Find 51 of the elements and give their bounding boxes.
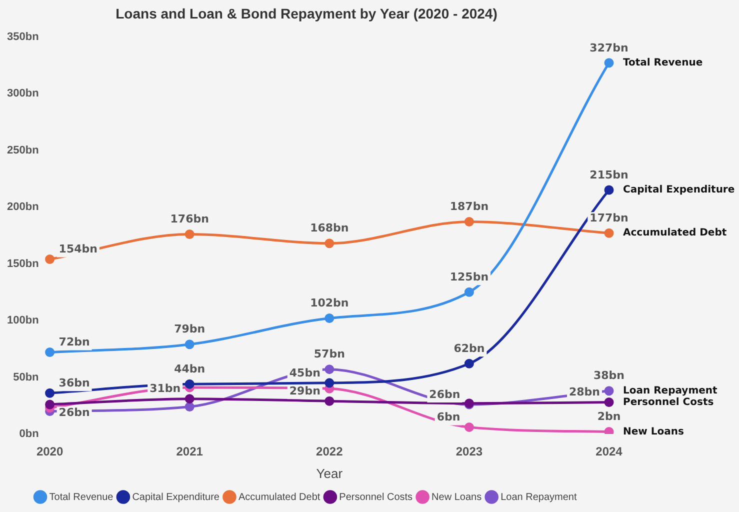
data-label: 187bn (450, 200, 489, 214)
legend-label: Accumulated Debt (238, 492, 320, 503)
text: Total Revenue (623, 57, 703, 68)
text: Loan Repayment (623, 385, 718, 396)
x-tick-label: 2020 (36, 444, 64, 459)
data-label: 72bn (58, 336, 90, 349)
legend-label: New Loans (432, 492, 482, 503)
data-label: 215bn (590, 168, 628, 182)
data-label: 57bn (314, 348, 345, 361)
chart-title: Loans and Loan & Bond Repayment by Year (2020 - 2024) (116, 5, 498, 22)
x-tick-label: 2021 (176, 444, 204, 459)
text: Personnel Costs (623, 396, 714, 408)
legend-label: Personnel Costs (339, 492, 413, 503)
legend-label: Capital Expenditure (132, 492, 220, 503)
text: New Loans (623, 426, 684, 438)
y-tick-label: 350bn (6, 30, 40, 43)
data-label: 2bn (597, 410, 621, 424)
legend-label: Loan Repayment (500, 492, 577, 503)
data-label: 176bn (170, 212, 209, 226)
data-label: 31bn (150, 382, 181, 396)
data-label: 44bn (174, 362, 206, 376)
y-tick-label: 300bn (6, 88, 40, 100)
x-axis-title: Year (316, 466, 344, 481)
data-label: 102bn (310, 296, 349, 310)
data-label: 38bn (593, 369, 625, 382)
data-label: 45bn (289, 366, 320, 380)
data-label: 154bn (58, 242, 98, 256)
data-label: 29bn (289, 384, 320, 398)
text: Accumulated Debt (623, 228, 727, 239)
y-tick-label: 250bn (6, 144, 40, 156)
y-tick-label: 150bn (6, 258, 40, 270)
y-tick-label: 0bn (19, 428, 40, 440)
text: Capital Expenditure (623, 184, 735, 196)
data-label: 168bn (310, 222, 349, 235)
y-tick-label: 200bn (6, 201, 40, 214)
legend-label: Total Revenue (49, 492, 114, 503)
y-tick-label: 100bn (6, 314, 40, 327)
x-tick-label: 2022 (316, 444, 344, 459)
data-label: 26bn (429, 388, 460, 401)
data-label: 36bn (58, 376, 90, 390)
y-tick-label: 50bn (13, 371, 40, 384)
data-label: 28bn (568, 386, 600, 399)
data-label: 79bn (174, 322, 206, 336)
data-label: 6bn (436, 410, 460, 424)
data-label: 26bn (58, 406, 90, 419)
data-label: 62bn (454, 342, 485, 355)
data-label: 125bn (450, 270, 489, 284)
data-label: 327bn (590, 41, 628, 54)
x-tick-label: 2024 (596, 444, 623, 459)
x-tick-label: 2023 (456, 444, 483, 459)
data-label: 177bn (590, 211, 628, 224)
